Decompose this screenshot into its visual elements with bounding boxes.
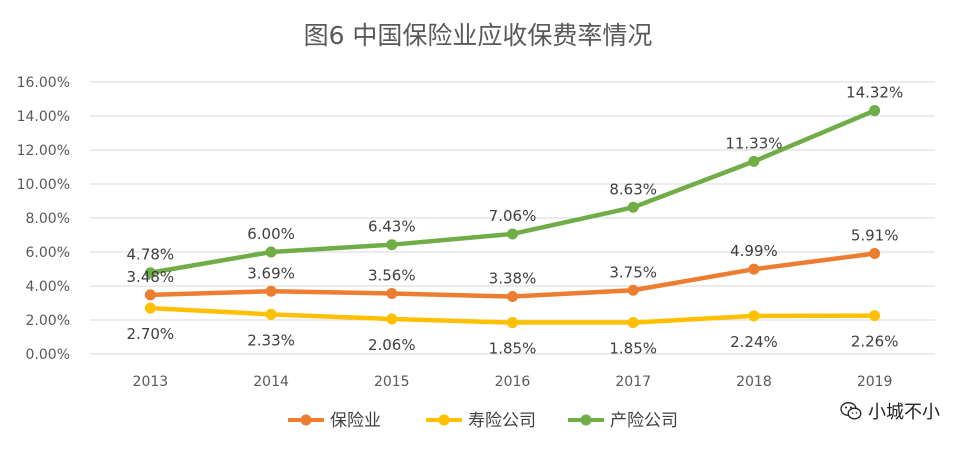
data-label: 2.24% bbox=[730, 333, 778, 351]
y-axis-tick-labels: 0.00% 2.00% 4.00% 6.00% 8.00% 10.00% 12.00% 14.… bbox=[17, 75, 70, 363]
y-tick-label: 0.00% bbox=[26, 347, 70, 363]
data-point bbox=[748, 155, 760, 167]
legend-label: 产险公司 bbox=[610, 411, 678, 431]
x-axis-tick-labels: 2013 2014 2015 2016 2017 2018 2019 bbox=[133, 374, 893, 390]
data-label: 4.78% bbox=[127, 246, 175, 264]
watermark: 小城不小 bbox=[840, 398, 940, 424]
data-label: 5.91% bbox=[851, 227, 899, 245]
data-point bbox=[265, 246, 277, 258]
x-tick-label: 2014 bbox=[253, 374, 289, 390]
data-label: 11.33% bbox=[725, 134, 782, 152]
data-label: 6.00% bbox=[247, 225, 295, 243]
data-point bbox=[748, 263, 760, 275]
data-point bbox=[869, 248, 881, 260]
x-tick-label: 2015 bbox=[374, 374, 410, 390]
data-point bbox=[627, 284, 639, 296]
legend-swatch-marker bbox=[300, 414, 312, 426]
data-point bbox=[869, 310, 881, 322]
data-label: 4.99% bbox=[730, 242, 778, 260]
data-point bbox=[386, 287, 398, 299]
data-label: 2.26% bbox=[851, 333, 899, 351]
data-point bbox=[507, 291, 518, 303]
x-tick-label: 2017 bbox=[615, 374, 651, 390]
y-tick-label: 12.00% bbox=[17, 143, 70, 159]
y-tick-label: 14.00% bbox=[17, 109, 70, 125]
wechat-icon bbox=[840, 402, 862, 420]
y-tick-label: 16.00% bbox=[17, 75, 70, 91]
data-label: 3.48% bbox=[127, 268, 175, 286]
data-label: 3.69% bbox=[247, 264, 295, 282]
data-point bbox=[265, 308, 277, 320]
data-point bbox=[507, 317, 518, 329]
data-point bbox=[144, 289, 156, 301]
data-label: 1.85% bbox=[489, 340, 537, 358]
y-tick-label: 2.00% bbox=[26, 313, 70, 329]
data-label: 2.33% bbox=[247, 331, 295, 349]
data-label: 8.63% bbox=[609, 180, 657, 198]
x-tick-label: 2013 bbox=[133, 374, 169, 390]
legend-swatch-marker bbox=[580, 414, 592, 426]
data-point bbox=[144, 267, 156, 279]
series-lines bbox=[144, 105, 881, 329]
data-point bbox=[386, 313, 398, 325]
x-tick-label: 2019 bbox=[857, 374, 893, 390]
data-point bbox=[265, 285, 277, 297]
data-label: 2.06% bbox=[368, 336, 416, 354]
data-point bbox=[507, 228, 518, 240]
data-point bbox=[627, 201, 639, 213]
data-point bbox=[386, 239, 398, 251]
data-label: 3.38% bbox=[489, 270, 537, 288]
y-tick-label: 6.00% bbox=[26, 245, 70, 261]
legend-swatch-marker bbox=[438, 414, 450, 426]
data-label: 2.70% bbox=[127, 325, 175, 343]
data-label: 3.75% bbox=[609, 263, 657, 281]
x-tick-label: 2018 bbox=[736, 374, 772, 390]
data-label: 3.56% bbox=[368, 266, 416, 284]
data-point bbox=[869, 105, 881, 117]
chart-title: 图6 中国保险业应收保费率情况 bbox=[304, 21, 653, 50]
y-tick-label: 8.00% bbox=[26, 211, 70, 227]
data-point bbox=[144, 302, 156, 314]
data-label: 6.43% bbox=[368, 218, 416, 236]
gridlines bbox=[90, 81, 935, 355]
data-label: 1.85% bbox=[609, 340, 657, 358]
legend-label: 寿险公司 bbox=[468, 411, 536, 431]
y-tick-label: 4.00% bbox=[26, 279, 70, 295]
legend: 保险业 寿险公司 产险公司 bbox=[288, 411, 678, 431]
data-point bbox=[627, 317, 639, 329]
x-tick-label: 2016 bbox=[495, 374, 531, 390]
y-tick-label: 10.00% bbox=[17, 177, 70, 193]
data-label: 14.32% bbox=[846, 84, 903, 102]
data-point bbox=[748, 310, 760, 322]
data-labels: 3.48% 3.69% 3.56% 3.38% 3.75% 4.99% 5.91% 2.70%… bbox=[127, 84, 904, 358]
data-label: 7.06% bbox=[489, 207, 537, 225]
legend-label: 保险业 bbox=[330, 411, 381, 431]
watermark-text: 小城不小 bbox=[868, 402, 940, 423]
